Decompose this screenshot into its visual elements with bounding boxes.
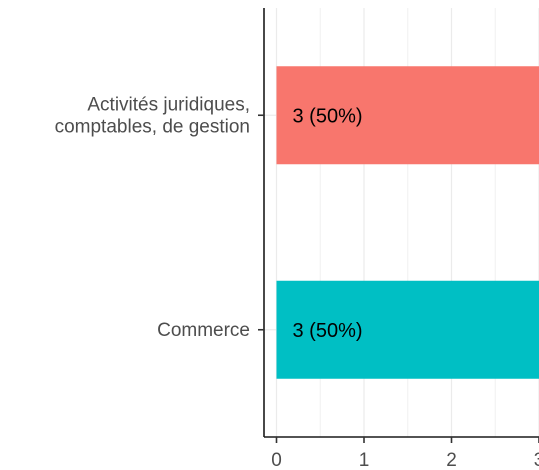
- category-label: Activités juridiques,: [87, 94, 250, 115]
- bar[interactable]: [276, 66, 539, 165]
- x-tick-label: 3: [534, 450, 539, 470]
- x-tick-label: 1: [359, 450, 370, 470]
- category-label: comptables, de gestion: [55, 116, 250, 137]
- x-tick-label: 2: [446, 450, 457, 470]
- x-tick-label: 0: [271, 450, 282, 470]
- bar-data-label: 3 (50%): [293, 320, 363, 342]
- bar[interactable]: [276, 280, 539, 379]
- category-label: Commerce: [157, 320, 250, 341]
- bar-data-label: 3 (50%): [293, 105, 363, 127]
